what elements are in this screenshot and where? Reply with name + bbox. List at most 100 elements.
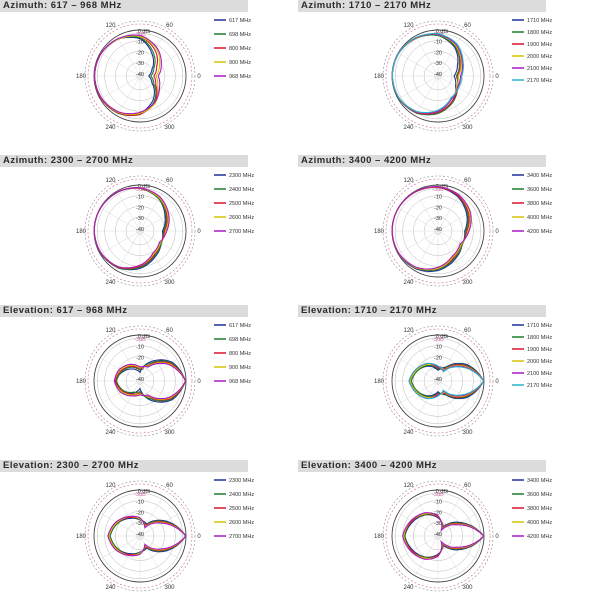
angle-label: 120 (403, 178, 414, 184)
angle-label: 180 (374, 534, 385, 540)
ring-label: -10 (434, 195, 442, 201)
angle-label: 180 (374, 74, 385, 80)
angle-label: 180 (374, 379, 385, 385)
ring-label: -10 (434, 500, 442, 506)
grid-spoke (116, 380, 141, 421)
ring-label: -10 (136, 40, 144, 46)
chart-title: Elevation: 2300 – 2700 MHz (0, 460, 248, 472)
grid-spoke (398, 207, 439, 232)
legend-label: 698 MHz (229, 32, 251, 38)
chart-panel-elevation-1710-2170: Elevation: 1710 – 2170 MHz 0 dBi -3dB -10 -… (298, 305, 588, 445)
grid-spoke (437, 75, 462, 116)
grid-spoke (139, 36, 164, 77)
grid-spoke (139, 380, 180, 405)
ring-label: -30 (434, 61, 442, 67)
reference-ring (87, 483, 193, 589)
angle-label: 240 (105, 125, 116, 131)
legend-label: 968 MHz (229, 379, 251, 385)
reference-ring (84, 325, 196, 437)
angle-label: 60 (166, 178, 173, 184)
series-line (391, 186, 472, 270)
reference-ring (382, 480, 494, 592)
angle-label: 180 (374, 229, 385, 235)
grid-spoke (414, 380, 439, 421)
ring-label: -3dB (134, 492, 146, 498)
legend-label: 3400 MHz (527, 173, 552, 179)
grid-spoke (116, 36, 141, 77)
chart-panel-azimuth-2300-2700: Azimuth: 2300 – 2700 MHz 0 dBi -3dB -10 -20… (0, 155, 290, 295)
legend-label: 1800 MHz (527, 30, 552, 36)
ring-label: -40 (136, 227, 144, 233)
reference-ring (87, 178, 193, 284)
legend-label: 4200 MHz (527, 534, 552, 540)
legend-label: 2700 MHz (229, 534, 254, 540)
grid-spoke (398, 512, 439, 537)
angle-label: 240 (105, 280, 116, 286)
ring-label: -30 (136, 61, 144, 67)
grid-spoke (100, 535, 141, 560)
legend-label: 3600 MHz (527, 492, 552, 498)
series-line (93, 187, 170, 269)
angle-label: 120 (403, 483, 414, 489)
grid-spoke (437, 207, 478, 232)
grid-spoke (100, 75, 141, 100)
grid-spoke (116, 230, 141, 271)
grid-spoke (414, 36, 439, 77)
series-line (93, 187, 168, 270)
reference-ring (382, 175, 494, 287)
series-line (115, 360, 187, 402)
angle-label: 0 (197, 229, 201, 235)
ring-label: 0 dBi (138, 334, 151, 340)
angle-label: 0 (495, 534, 499, 540)
legend-label: 900 MHz (229, 365, 251, 371)
grid-spoke (139, 207, 180, 232)
ring-label: -40 (136, 377, 144, 383)
ring-label: -20 (434, 50, 442, 56)
legend-label: 3400 MHz (527, 478, 552, 484)
grid-spoke (437, 380, 462, 421)
grid-spoke (437, 191, 462, 232)
chart-title: Azimuth: 2300 – 2700 MHz (0, 155, 248, 167)
ring-label: -3dB (432, 337, 444, 343)
reference-ring (87, 328, 193, 434)
grid-spoke (414, 535, 439, 576)
series-line (107, 515, 187, 557)
ring-label: 0 dBi (138, 489, 151, 495)
legend-label: 2300 MHz (229, 478, 254, 484)
grid-spoke (139, 535, 180, 560)
ring-label: -40 (434, 72, 442, 78)
legend-label: 1900 MHz (527, 42, 552, 48)
grid-spoke (116, 341, 141, 382)
ring-label: -30 (136, 521, 144, 527)
angle-label: 60 (464, 23, 471, 29)
angle-label: 240 (105, 585, 116, 591)
grid-spoke (139, 75, 164, 116)
angle-label: 60 (166, 483, 173, 489)
grid-spoke (116, 191, 141, 232)
angle-label: 120 (105, 23, 116, 29)
ring-label: -10 (434, 345, 442, 351)
legend-label: 1710 MHz (527, 323, 552, 329)
chart-title: Elevation: 1710 – 2170 MHz (298, 305, 546, 317)
legend-label: 617 MHz (229, 323, 251, 329)
ring-label: -10 (136, 500, 144, 506)
legend-label: 2100 MHz (527, 66, 552, 72)
grid-spoke (100, 230, 141, 255)
grid-spoke (100, 512, 141, 537)
series-line (408, 362, 485, 400)
angle-label: 300 (164, 585, 175, 591)
grid-spoke (414, 341, 439, 382)
ring-label: -40 (434, 532, 442, 538)
grid-spoke (437, 341, 462, 382)
angle-label: 180 (76, 229, 87, 235)
grid-spoke (139, 357, 180, 382)
ring-label: -20 (434, 510, 442, 516)
ring-label: -20 (136, 355, 144, 361)
angle-label: 300 (164, 280, 175, 286)
legend-label: 2170 MHz (527, 383, 552, 389)
chart-title: Elevation: 617 – 968 MHz (0, 305, 248, 317)
chart-panel-elevation-2300-2700: Elevation: 2300 – 2700 MHz 0 dBi -3dB -10 -… (0, 460, 290, 600)
legend-label: 900 MHz (229, 60, 251, 66)
